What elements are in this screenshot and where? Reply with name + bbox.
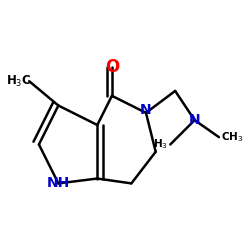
Text: N: N [189,113,200,127]
Text: H$_3$: H$_3$ [153,138,168,151]
Text: NH: NH [47,176,70,190]
Text: CH$_3$: CH$_3$ [222,130,244,144]
Text: O: O [105,58,119,76]
Text: H$_3$C: H$_3$C [6,74,32,89]
Text: N: N [140,104,152,118]
